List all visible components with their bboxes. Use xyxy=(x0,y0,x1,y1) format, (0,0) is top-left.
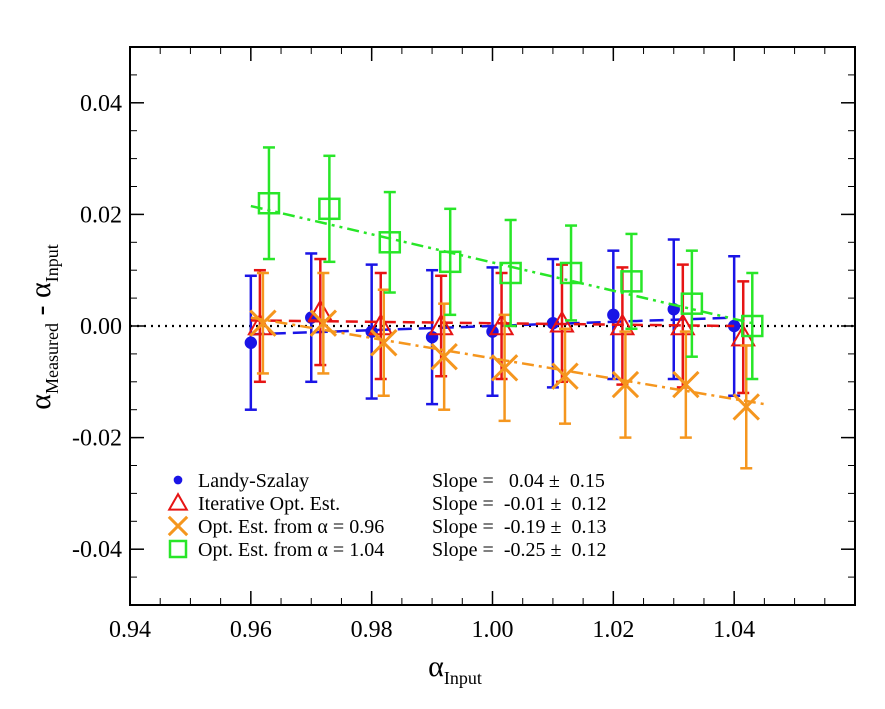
legend-marker xyxy=(168,539,188,559)
data-point xyxy=(368,312,394,336)
data-point xyxy=(244,336,258,349)
data-point xyxy=(611,370,640,399)
legend-slope: Slope = -0.25 ± 0.12 xyxy=(432,539,606,561)
x-tick-label: 0.98 xyxy=(351,617,393,643)
data-point xyxy=(318,197,341,221)
data-point xyxy=(438,250,462,274)
legend: Landy-Szalay Slope = 0.04 ± 0.15Iterative… xyxy=(167,470,606,561)
data-point xyxy=(490,354,519,382)
legend-label: Landy-Szalay xyxy=(198,470,309,492)
data-point xyxy=(549,310,575,333)
legend-label: Opt. Est. from α = 0.96 xyxy=(198,516,384,538)
data-series-layer xyxy=(244,146,765,470)
data-point xyxy=(257,191,281,215)
data-point xyxy=(546,317,560,330)
data-point xyxy=(609,312,636,336)
data-point xyxy=(559,261,583,285)
data-point xyxy=(249,309,277,337)
legend-marker xyxy=(167,515,189,537)
y-tick-label: 0.04 xyxy=(80,91,122,117)
x-tick-label: 1.00 xyxy=(472,617,514,643)
data-point xyxy=(672,370,700,399)
y-tick-label: -0.04 xyxy=(72,537,122,563)
data-point xyxy=(741,314,764,338)
data-point xyxy=(620,270,643,293)
data-point xyxy=(499,261,522,285)
legend-slope: Slope = -0.01 ± 0.12 xyxy=(432,493,606,515)
x-axis-title: αInput xyxy=(428,650,482,688)
data-point xyxy=(370,329,398,357)
axis-ticks: 0.94 0.96 0.98 1.00 1.02 1.04 0.04 0.02 0.00 -0.0… xyxy=(72,46,856,643)
x-tick-label: 0.96 xyxy=(230,617,272,643)
x-tick-label: 1.02 xyxy=(592,617,634,643)
y-tick-label: 0.00 xyxy=(80,314,122,340)
legend-marker xyxy=(167,492,189,511)
legend-label: Iterative Opt. Est. xyxy=(198,493,340,515)
data-point xyxy=(551,362,579,390)
data-point xyxy=(430,342,458,371)
legend-entry: Iterative Opt. Est. Slope = -0.01 ± 0.12 xyxy=(167,492,606,515)
legend-entry: Landy-Szalay Slope = 0.04 ± 0.15 xyxy=(173,470,605,492)
data-point xyxy=(378,231,402,254)
y-tick-label: 0.02 xyxy=(80,202,122,228)
y-axis-title: αMeasured - αInput xyxy=(24,244,62,409)
data-point xyxy=(732,393,760,421)
data-point xyxy=(309,309,338,337)
data-point xyxy=(488,312,515,336)
legend-entry: Opt. Est. from α = 1.04 Slope = -0.25 ± 0… xyxy=(168,539,606,561)
series-2 xyxy=(249,271,765,470)
legend-marker xyxy=(173,475,183,485)
legend-slope: Slope = 0.04 ± 0.15 xyxy=(432,470,605,492)
data-point xyxy=(670,312,696,336)
series-0 xyxy=(244,238,741,411)
series-3 xyxy=(250,146,764,381)
x-tick-label: 0.94 xyxy=(109,617,151,643)
fit-line xyxy=(250,319,735,328)
data-point xyxy=(428,312,454,336)
legend-label: Opt. Est. from α = 1.04 xyxy=(198,539,384,561)
legend-slope: Slope = -0.19 ± 0.13 xyxy=(432,516,606,538)
data-point xyxy=(680,292,704,315)
x-tick-label: 1.04 xyxy=(713,617,755,643)
y-tick-label: -0.02 xyxy=(72,426,122,452)
legend-entry: Opt. Est. from α = 0.96 Slope = -0.19 ± 0… xyxy=(167,515,606,538)
data-point xyxy=(607,308,620,322)
